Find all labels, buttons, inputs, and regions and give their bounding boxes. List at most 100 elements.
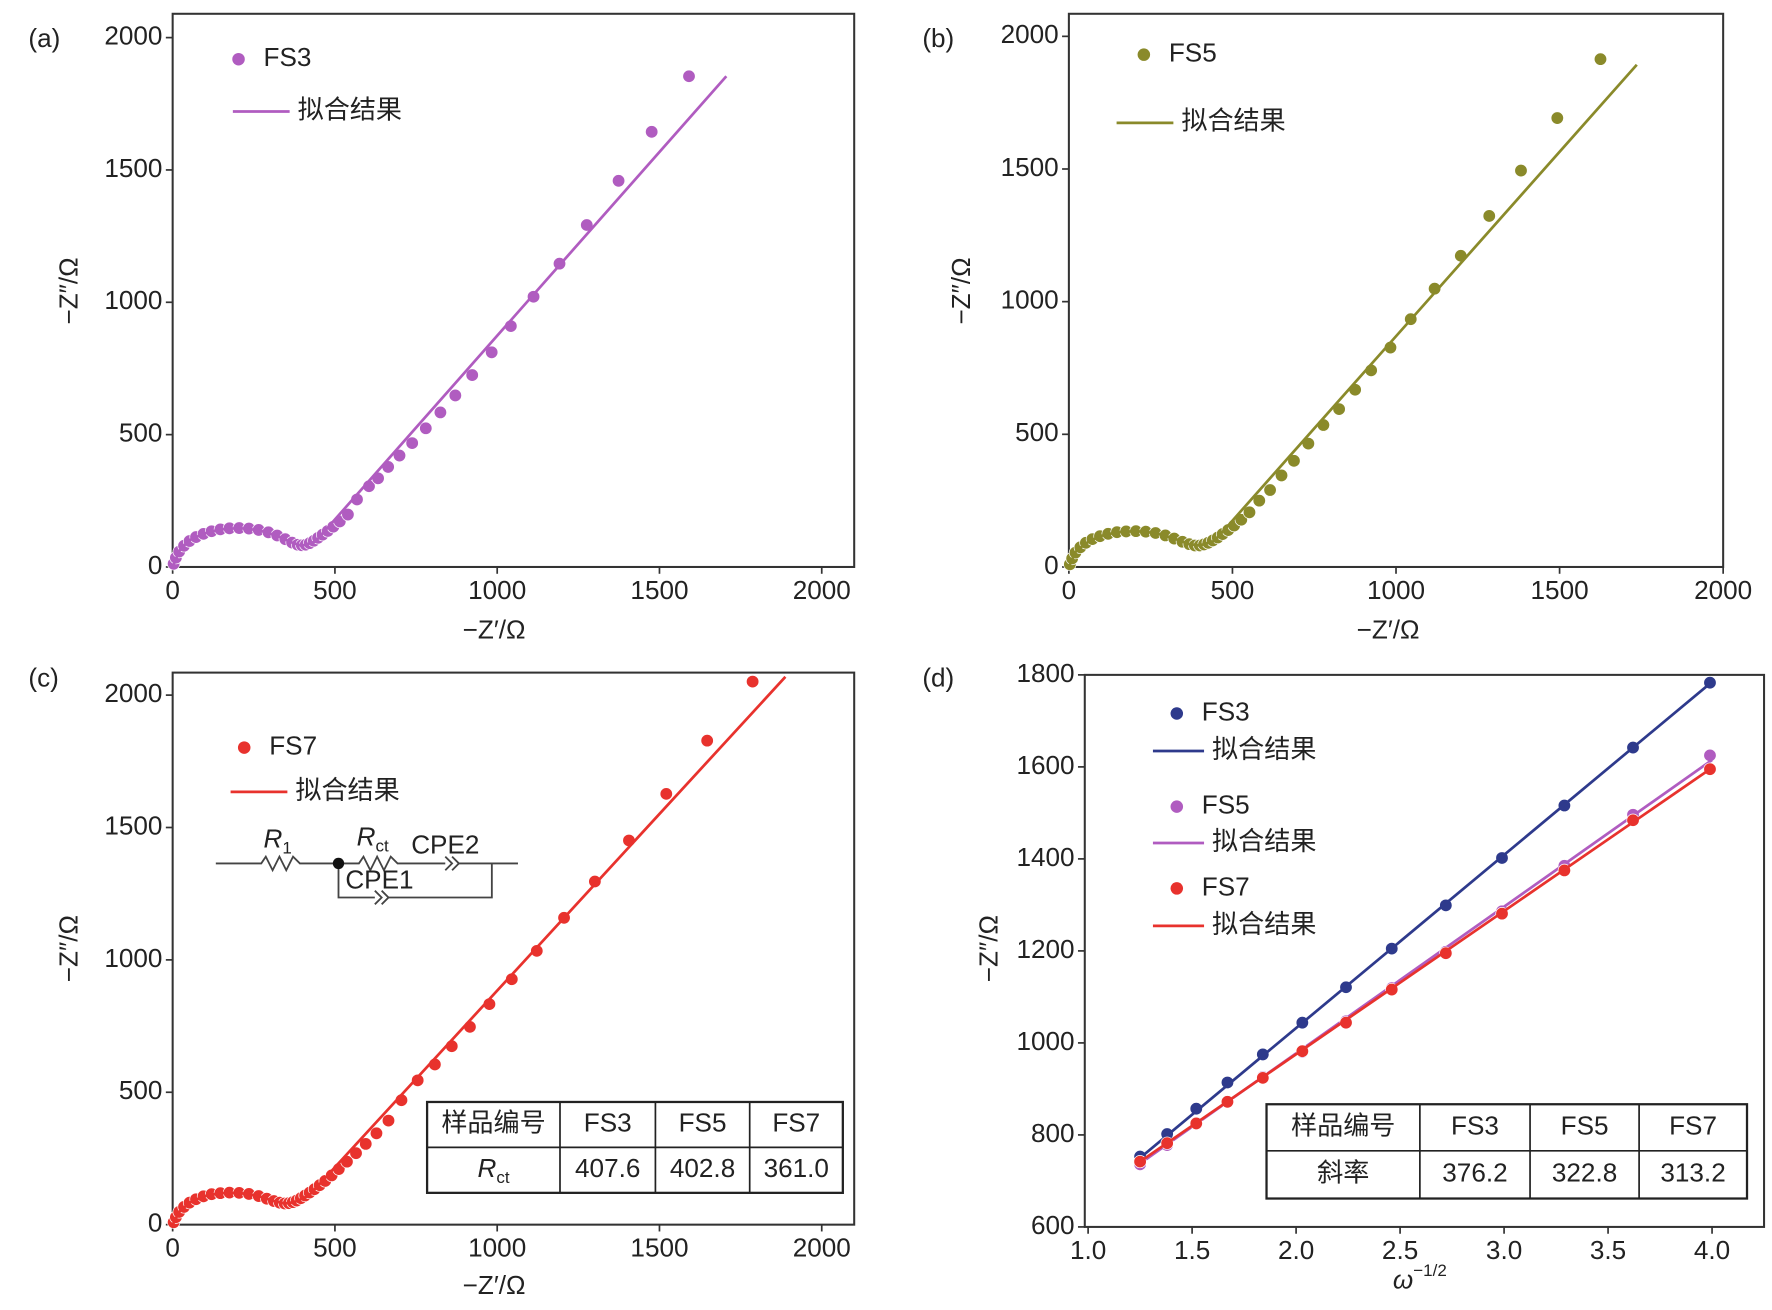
x-axis-label: −Z′/Ω xyxy=(463,1270,526,1300)
legend-label: 拟合结果 xyxy=(298,94,402,124)
data-point xyxy=(1252,494,1266,508)
data-point xyxy=(419,421,433,435)
series xyxy=(1063,52,1608,571)
x-tick-label: 0 xyxy=(165,575,180,605)
fit-line xyxy=(171,675,787,1226)
y-tick-label: 1500 xyxy=(1001,152,1059,182)
x-tick-label: 3.0 xyxy=(1486,1235,1522,1265)
circuit-label: R1 xyxy=(264,824,292,858)
data-point xyxy=(381,1114,396,1128)
table-header: FS3 xyxy=(584,1108,632,1138)
data-point xyxy=(1242,505,1257,519)
y-tick-label: 2000 xyxy=(104,21,162,51)
data-point xyxy=(1482,209,1496,223)
legend-marker xyxy=(232,52,245,66)
table-header: FS5 xyxy=(679,1108,727,1138)
table-row-label-subscript: ct xyxy=(496,1168,510,1187)
legend-marker xyxy=(1137,48,1151,61)
x-axis-label-superscript: −1/2 xyxy=(1413,1261,1447,1280)
table-header: 样品编号 xyxy=(1291,1110,1395,1140)
legend-label: FS7 xyxy=(269,730,317,760)
y-tick-label: 2000 xyxy=(104,678,162,708)
circuit-label: CPE1 xyxy=(345,865,413,895)
legend-marker xyxy=(1170,800,1184,813)
fit-line xyxy=(1139,766,1713,1163)
data-point xyxy=(611,174,626,188)
series xyxy=(171,675,787,1226)
x-tick-label: 1.0 xyxy=(1070,1235,1106,1265)
x-tick-label: 3.5 xyxy=(1590,1235,1626,1265)
y-tick-label: 800 xyxy=(1031,1118,1075,1148)
circuit-label-subscript: 1 xyxy=(282,838,291,857)
circuit-label: CPE2 xyxy=(411,829,479,859)
y-tick-label: 600 xyxy=(1031,1210,1075,1240)
y-tick-label: 0 xyxy=(148,1208,163,1238)
legend-label: 拟合结果 xyxy=(295,775,399,805)
data-point xyxy=(659,787,673,801)
y-tick-label: 1600 xyxy=(1016,750,1074,780)
y-axis-label: −Z″/Ω xyxy=(53,257,83,324)
table-header: 样品编号 xyxy=(441,1108,545,1138)
y-tick-label: 0 xyxy=(148,550,163,580)
x-tick-label: 1000 xyxy=(1367,575,1425,605)
x-tick-label: 1.5 xyxy=(1174,1235,1210,1265)
panel-label: (a) xyxy=(28,23,60,53)
x-tick-label: 2.5 xyxy=(1382,1235,1418,1265)
y-tick-label: 1200 xyxy=(1016,934,1074,964)
data-point xyxy=(580,218,594,232)
x-axis-label: ω−1/2 xyxy=(1393,1261,1447,1295)
data-point xyxy=(530,944,544,958)
table-cell: 407.6 xyxy=(575,1153,640,1183)
fit-line xyxy=(1139,680,1713,1159)
table-cell: 313.2 xyxy=(1660,1158,1725,1188)
data-point xyxy=(588,874,602,889)
data-point xyxy=(411,1073,425,1087)
legend-label: 拟合结果 xyxy=(1212,734,1316,764)
legend-label: FS3 xyxy=(264,42,312,72)
legend-marker xyxy=(237,741,251,754)
table-header: FS5 xyxy=(1561,1110,1609,1140)
y-tick-label: 1500 xyxy=(104,153,162,183)
x-tick-label: 1500 xyxy=(1531,575,1589,605)
panel-label: (b) xyxy=(922,23,954,53)
legend-label: 拟合结果 xyxy=(1212,909,1316,939)
circuit-wire xyxy=(388,863,493,899)
table-header: FS3 xyxy=(1451,1110,1499,1140)
legend-marker xyxy=(1170,707,1184,720)
data-point xyxy=(1263,483,1277,497)
data-point xyxy=(465,368,479,382)
y-tick-label: 500 xyxy=(119,1075,163,1105)
data-point xyxy=(1287,454,1301,468)
legend-label: 拟合结果 xyxy=(1212,826,1316,856)
circuit-label-symbol: R xyxy=(264,824,283,854)
data-point xyxy=(392,448,407,463)
plot-frame xyxy=(171,12,856,568)
table-row-label: Rct xyxy=(477,1153,509,1187)
y-tick-label: 1000 xyxy=(104,943,162,973)
table-row-label-symbol: R xyxy=(477,1153,496,1183)
data-point xyxy=(485,345,499,359)
legend-label: FS5 xyxy=(1169,38,1217,68)
data-point xyxy=(645,125,659,139)
circuit-label-subscript: ct xyxy=(376,836,390,855)
x-tick-label: 0 xyxy=(165,1233,180,1263)
x-tick-label: 500 xyxy=(313,1233,357,1263)
series xyxy=(1139,680,1713,1159)
y-tick-label: 500 xyxy=(119,418,163,448)
x-tick-label: 4.0 xyxy=(1694,1235,1730,1265)
data-point xyxy=(1703,748,1717,762)
data-point xyxy=(1428,282,1442,296)
circuit-node xyxy=(332,857,345,870)
circuit-wire xyxy=(337,863,375,899)
legend-label: 拟合结果 xyxy=(1181,106,1285,136)
data-point xyxy=(1274,468,1289,483)
x-tick-label: 500 xyxy=(1211,575,1255,605)
table-cell: 322.8 xyxy=(1552,1158,1617,1188)
data-point xyxy=(405,436,419,450)
legend-label: FS5 xyxy=(1202,790,1250,820)
data-point xyxy=(682,69,696,83)
x-axis-label: −Z′/Ω xyxy=(1357,615,1420,645)
series xyxy=(167,69,696,571)
